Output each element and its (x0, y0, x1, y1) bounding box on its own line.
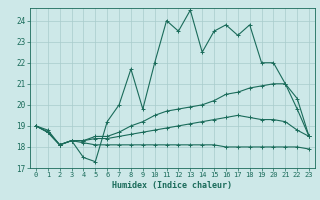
X-axis label: Humidex (Indice chaleur): Humidex (Indice chaleur) (113, 181, 233, 190)
